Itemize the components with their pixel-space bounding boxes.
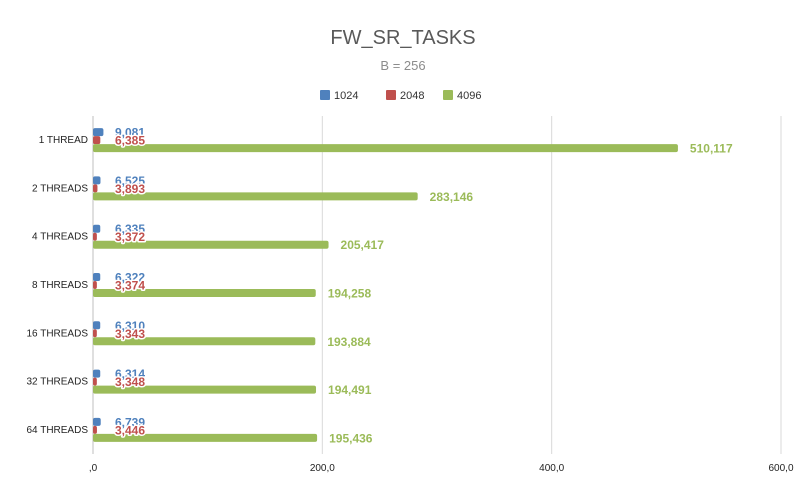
bar-4096-7	[93, 433, 318, 442]
x-tick-label: 600,0	[768, 463, 793, 474]
bar-1024-2	[93, 176, 101, 185]
data-label-1024: 6,525	[115, 174, 145, 188]
data-label-4096: 510,117	[690, 142, 733, 156]
data-label-4096: 194,491	[328, 383, 372, 397]
data-label-4096: 193,884	[327, 335, 371, 349]
data-label-1024: 6,314	[115, 367, 145, 381]
bar-1024-6	[93, 369, 101, 378]
gridlines	[92, 116, 782, 454]
x-tick-labels: ,0 200,0 400,0 600,0	[89, 463, 794, 474]
category-labels: 1 THREAD 2 THREADS 4 THREADS 8 THREADS 16 TH…	[26, 135, 88, 436]
data-label-2048: 3,893	[115, 182, 145, 196]
data-labels: 9,0816,385510,1176,5253,893283,1466,3353…	[114, 124, 735, 447]
category-label: 16 THREADS	[26, 328, 88, 339]
legend-swatch-2048	[386, 90, 396, 100]
data-label-4096: 195,436	[329, 431, 373, 445]
legend-label-4096: 4096	[457, 90, 481, 102]
data-label-1024: 6,310	[115, 319, 145, 333]
data-label-2048: 3,446	[115, 423, 145, 437]
bar-2048-7	[93, 425, 97, 434]
bar-2048-2	[93, 184, 98, 193]
bar-2048-4	[93, 281, 97, 289]
data-label-2048: 3,348	[115, 375, 145, 389]
data-label-4096: 205,417	[341, 238, 385, 252]
data-label-1024: 6,322	[115, 271, 145, 285]
chart-subtitle: B = 256	[380, 58, 425, 73]
bar-2048-1	[93, 136, 101, 145]
bar-2048-6	[93, 377, 97, 386]
category-label: 32 THREADS	[26, 377, 88, 388]
bar-1024-5	[93, 321, 101, 330]
data-label-2048: 3,374	[115, 279, 145, 293]
category-label: 4 THREADS	[32, 232, 88, 243]
bar-1024-3	[93, 224, 101, 233]
bars	[93, 128, 678, 442]
x-tick-label: 400,0	[539, 463, 564, 474]
category-label: 64 THREADS	[26, 425, 88, 436]
bar-2048-3	[93, 232, 97, 241]
bar-4096-1	[93, 144, 678, 153]
x-tick-label: 200,0	[310, 463, 335, 474]
legend-swatch-4096	[443, 90, 453, 100]
bar-1024-7	[93, 417, 101, 426]
data-label-1024: 6,739	[115, 415, 145, 429]
category-label: 1 THREAD	[39, 135, 88, 146]
data-label-1024: 6,335	[115, 222, 145, 236]
data-label-1024: 9,081	[115, 126, 145, 140]
data-label-2048: 3,343	[115, 327, 145, 341]
chart-title: FW_SR_TASKS	[330, 27, 475, 49]
category-label: 2 THREADS	[32, 183, 88, 194]
legend-swatch-1024	[320, 90, 330, 100]
bar-4096-2	[93, 192, 418, 201]
x-tick-label: ,0	[89, 463, 98, 474]
data-label-4096: 283,146	[430, 190, 474, 204]
bar-1024-1	[93, 128, 104, 137]
category-label: 8 THREADS	[32, 280, 88, 291]
bar-4096-4	[93, 289, 316, 297]
data-label-2048: 3,372	[115, 230, 145, 244]
bar-4096-5	[93, 337, 316, 346]
bar-4096-6	[93, 385, 317, 394]
bar-2048-5	[93, 329, 97, 338]
bar-1024-4	[93, 273, 101, 281]
bar-4096-3	[93, 240, 329, 249]
legend-label-1024: 1024	[334, 90, 358, 102]
data-label-4096: 194,258	[328, 287, 372, 301]
legend: 1024 2048 4096	[320, 90, 481, 102]
legend-label-2048: 2048	[400, 90, 424, 102]
data-label-2048: 6,385	[115, 134, 145, 148]
